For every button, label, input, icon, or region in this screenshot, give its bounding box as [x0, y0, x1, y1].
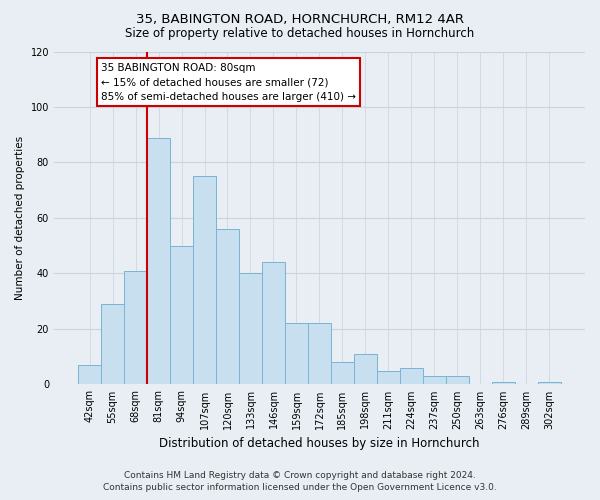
Bar — [193, 176, 216, 384]
Bar — [492, 382, 515, 384]
Bar — [78, 365, 101, 384]
Text: 35, BABINGTON ROAD, HORNCHURCH, RM12 4AR: 35, BABINGTON ROAD, HORNCHURCH, RM12 4AR — [136, 12, 464, 26]
Bar — [147, 138, 170, 384]
Bar — [239, 274, 262, 384]
Bar — [446, 376, 469, 384]
Bar — [331, 362, 354, 384]
Bar — [538, 382, 561, 384]
Bar — [124, 270, 147, 384]
Bar — [101, 304, 124, 384]
Text: 35 BABINGTON ROAD: 80sqm
← 15% of detached houses are smaller (72)
85% of semi-d: 35 BABINGTON ROAD: 80sqm ← 15% of detach… — [101, 62, 356, 102]
Bar — [285, 324, 308, 384]
Y-axis label: Number of detached properties: Number of detached properties — [15, 136, 25, 300]
Text: Contains HM Land Registry data © Crown copyright and database right 2024.
Contai: Contains HM Land Registry data © Crown c… — [103, 471, 497, 492]
Bar — [423, 376, 446, 384]
Bar — [170, 246, 193, 384]
Bar — [216, 229, 239, 384]
X-axis label: Distribution of detached houses by size in Hornchurch: Distribution of detached houses by size … — [159, 437, 480, 450]
Bar — [377, 370, 400, 384]
Bar — [354, 354, 377, 384]
Bar — [308, 324, 331, 384]
Bar — [262, 262, 285, 384]
Text: Size of property relative to detached houses in Hornchurch: Size of property relative to detached ho… — [125, 28, 475, 40]
Bar — [400, 368, 423, 384]
